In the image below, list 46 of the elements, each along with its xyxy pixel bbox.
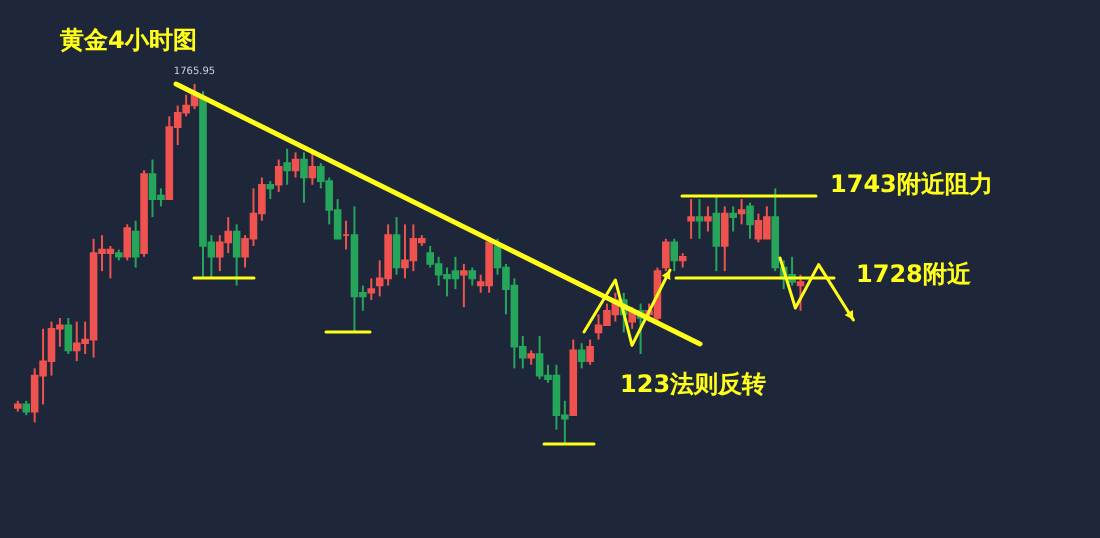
candlestick (30, 367, 39, 424)
candlestick (274, 158, 283, 193)
candlestick (796, 273, 805, 312)
candlestick (746, 201, 754, 240)
candlestick (367, 277, 376, 301)
text: 1728附近 (856, 260, 973, 288)
candlestick (485, 237, 493, 294)
candlestick (594, 313, 603, 341)
annotation: 123法则反转 (620, 370, 767, 398)
candlestick (763, 205, 771, 240)
candlestick (577, 342, 586, 370)
candlestick (232, 223, 241, 287)
candlestick (106, 244, 115, 280)
candlestick (695, 198, 704, 240)
candlestick (401, 223, 409, 280)
candlestick (754, 212, 763, 244)
candlestick (552, 363, 561, 431)
candlestick (72, 320, 81, 363)
text: 1743附近阻力 (830, 170, 993, 198)
candlestick (460, 262, 468, 309)
candlestick (720, 205, 729, 273)
candlestick (409, 223, 418, 273)
candlestick (392, 216, 401, 276)
candlestick (64, 316, 73, 355)
candlestick (47, 320, 56, 377)
candlestick (535, 334, 544, 381)
candlestick (266, 180, 275, 201)
candlestick (729, 205, 737, 233)
candlestick (123, 223, 132, 262)
candlestick (283, 147, 291, 186)
candlestick (426, 244, 434, 269)
candlestick (737, 198, 746, 226)
candlestick (434, 255, 443, 287)
candlestick (131, 219, 140, 269)
chart-title: 黄金4小时图 (58, 26, 197, 54)
candlestick (586, 338, 594, 366)
candlestick (670, 237, 679, 273)
candlestick (300, 151, 308, 204)
candlestick (712, 194, 721, 273)
candlestick (148, 158, 157, 219)
candlestick (451, 255, 460, 291)
candlestick (704, 205, 712, 233)
candlestick (468, 266, 477, 287)
candlestick (308, 151, 317, 186)
candlestick (291, 151, 300, 179)
candlestick (687, 198, 695, 240)
